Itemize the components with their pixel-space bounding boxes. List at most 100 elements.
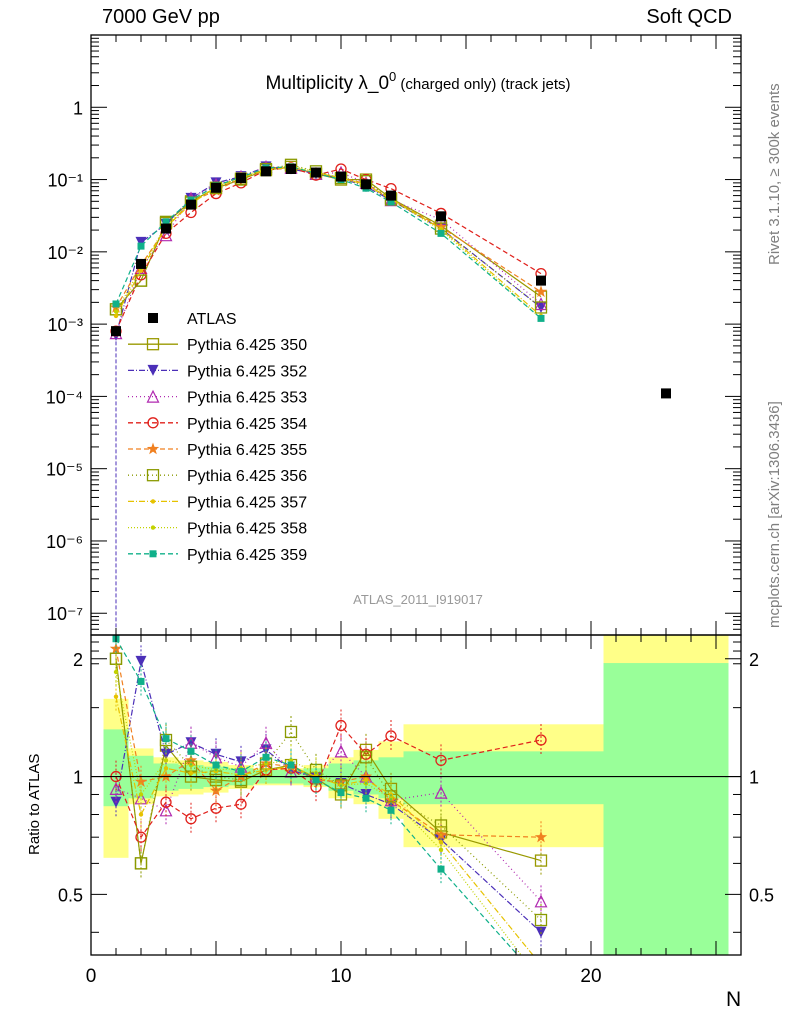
- data-point: [661, 388, 671, 399]
- y-tick-label: 10⁻⁷: [47, 604, 83, 624]
- data-point: [211, 182, 221, 193]
- series-point: [437, 229, 445, 237]
- series-line: [115, 166, 542, 317]
- series-line: [115, 166, 542, 319]
- y-tick-label: 1: [73, 98, 83, 118]
- header-process-label: 7000 GeV pp: [102, 6, 220, 28]
- legend-entry-pythia-6-425-356: Pythia 6.425 356: [128, 468, 307, 485]
- legend: ATLAS Pythia 6.425 350 Pythia 6.425 352 Pyt…: [128, 311, 307, 564]
- ratio-point: [539, 963, 543, 967]
- ratio-uncertainty-bands: [103, 635, 729, 955]
- ratio-point: [160, 796, 172, 808]
- ratio-point: [212, 761, 220, 769]
- ratio-point: [437, 865, 445, 873]
- ratio-y-tick-label: 2: [73, 650, 83, 670]
- series-point: [113, 313, 119, 319]
- ratio-point: [362, 794, 370, 802]
- ratio-point: [535, 734, 547, 746]
- series-point: [134, 274, 148, 287]
- legend-symbol: [149, 550, 157, 558]
- legend-entry-atlas: ATLAS: [148, 311, 237, 328]
- ratio-point: [534, 894, 548, 908]
- y-tick-label: 10⁻⁶: [46, 532, 83, 552]
- ratio-point: [335, 719, 347, 732]
- series-pythia-6-425-350: [109, 160, 548, 316]
- y-tick-label: 10⁻⁵: [46, 460, 83, 480]
- data-point: [236, 173, 246, 184]
- ratio-point: [434, 785, 448, 799]
- y-tick-label: 10⁻⁴: [46, 387, 83, 407]
- legend-entry-pythia-6-425-352: Pythia 6.425 352: [128, 363, 307, 380]
- series-atlas-data: [111, 163, 671, 399]
- legend-label: ATLAS: [187, 311, 237, 328]
- ratio-point: [113, 669, 119, 675]
- ratio-point: [137, 677, 145, 685]
- ratio-point: [539, 979, 543, 983]
- data-point: [436, 211, 446, 222]
- legend-entry-pythia-6-425-350: Pythia 6.425 350: [128, 337, 307, 354]
- ratio-point: [438, 847, 444, 852]
- band-inner-bin: [603, 663, 729, 955]
- legend-label: Pythia 6.425 354: [187, 416, 307, 433]
- data-point: [161, 223, 171, 234]
- series-pythia-6-425-352: [110, 161, 547, 341]
- legend-label: Pythia 6.425 355: [187, 442, 307, 459]
- ratio-point: [185, 813, 197, 825]
- ratio-point: [312, 776, 320, 784]
- ratio-point: [162, 735, 170, 743]
- ratio-point: [337, 789, 345, 797]
- ratio-point: [235, 798, 247, 810]
- main-panel-curves: [109, 158, 671, 635]
- x-tick-label: 10: [330, 966, 351, 987]
- ratio-point: [138, 812, 144, 817]
- ratio-y-tick-label-right: 2: [749, 650, 759, 670]
- ratio-point: [534, 913, 548, 927]
- legend-entry-pythia-6-425-358: Pythia 6.425 358: [128, 521, 307, 538]
- ratio-point: [284, 725, 298, 739]
- main-panel-frame: [90, 34, 742, 636]
- ratio-point: [288, 758, 294, 763]
- plot-titles: Multiplicity λ_00 (charged only) (track …: [265, 69, 570, 607]
- ratio-panel-curves: [91, 635, 741, 985]
- legend-label: Pythia 6.425 352: [187, 363, 307, 380]
- ratio-point: [113, 694, 119, 699]
- band-inner-bin: [478, 751, 604, 805]
- series-pythia-6-425-354: [110, 162, 547, 337]
- ratio-point: [359, 751, 373, 764]
- series-point: [135, 236, 147, 248]
- ratio-series-pythia-6-425-359: [112, 635, 545, 985]
- header-category-label: Soft QCD: [646, 6, 732, 28]
- legend-label: Pythia 6.425 357: [187, 494, 307, 511]
- legend-symbol: [146, 389, 160, 403]
- legend-entry-pythia-6-425-353: Pythia 6.425 353: [128, 390, 307, 407]
- data-point: [111, 326, 121, 337]
- axis-ticks: 0 10 20 1 10⁻¹ 10⁻² 10⁻³ 10⁻⁴ 10⁻⁵ 10⁻⁶ 10⁻⁷ 0.5 0.5…: [46, 35, 774, 987]
- ratio-line: [115, 671, 522, 955]
- legend-symbol: [148, 313, 158, 323]
- series-point: [534, 285, 548, 298]
- data-point: [336, 171, 346, 182]
- legend-label: Pythia 6.425 356: [187, 468, 307, 485]
- series-point: [112, 300, 120, 308]
- ratio-point: [287, 761, 295, 769]
- ratio-y-tick-label: 0.5: [58, 885, 83, 905]
- x-axis-label: N: [726, 988, 742, 1011]
- ratio-point: [435, 754, 447, 767]
- series-line: [115, 166, 542, 308]
- data-point: [386, 190, 396, 201]
- series-pythia-6-425-355: [109, 160, 548, 313]
- ratio-point: [159, 770, 173, 782]
- ratio-point: [262, 753, 270, 761]
- series-line: [115, 166, 542, 310]
- ratio-point: [538, 978, 545, 985]
- legend-symbol: [147, 364, 159, 376]
- legend-symbol: [146, 469, 160, 482]
- series-pythia-6-425-358: [113, 163, 544, 321]
- series-line: [115, 164, 542, 310]
- ratio-y-tick-label: 1: [73, 768, 83, 788]
- data-point: [286, 163, 296, 174]
- ratio-y-tick-label-right: 1: [749, 768, 759, 788]
- legend-label: Pythia 6.425 353: [187, 390, 307, 407]
- series-line: [115, 165, 542, 319]
